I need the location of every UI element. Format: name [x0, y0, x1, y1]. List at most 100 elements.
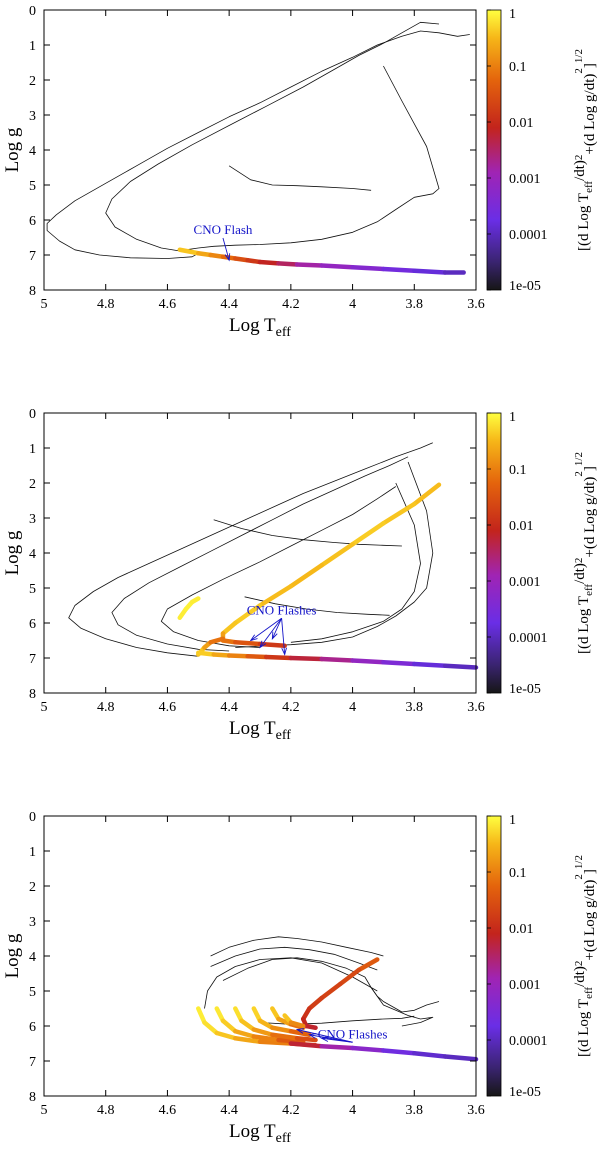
series-bright-track-4	[233, 1006, 318, 1043]
series-segment	[208, 636, 226, 645]
y-tick-label: 8	[29, 284, 36, 299]
colorbar-tick-label: 0.001	[509, 575, 541, 590]
series-segment	[319, 263, 355, 270]
y-axis-label: Log g	[2, 127, 23, 172]
series-segment	[319, 542, 355, 568]
y-tick-label: 1	[29, 39, 36, 54]
series-segment	[276, 1037, 306, 1044]
series-segment	[319, 656, 355, 663]
colorbar: 1 0.1 0.01 0.001 0.0001 1e-05 [(d Log Teff/dt)…	[486, 813, 598, 1100]
colorbar: 1 0.1 0.01 0.001 0.0001 1e-05 [(d Log Teff/dt)…	[486, 410, 598, 697]
y-tick-label: 1	[29, 442, 36, 457]
colorbar-scale	[486, 815, 502, 1097]
x-tick-label: 4.8	[97, 297, 115, 312]
x-tick-label: 4.2	[282, 297, 300, 312]
annotation-arrowhead	[271, 631, 278, 640]
y-tick-label: 6	[29, 1020, 36, 1035]
x-tick-label: 4	[349, 700, 356, 715]
colorbar-tick-label: 0.0001	[509, 1034, 548, 1049]
series-segment	[233, 1036, 263, 1044]
series-track-3	[182, 65, 440, 254]
series-segment	[233, 640, 263, 647]
annotation-arrow	[321, 1037, 353, 1043]
x-tick-label: 5	[41, 297, 48, 312]
series-segment	[220, 1018, 238, 1034]
annotation-label: CNO Flash	[194, 222, 253, 237]
chart-panel-1: 5 4.8 4.6 4.4 4.2 4 3.8 3.6 0 1 2 3 4 5 6 7 8 Log Teff Log…	[2, 4, 598, 340]
y-tick-label: 0	[29, 407, 36, 422]
annotation-label: CNO Flashes	[247, 602, 317, 617]
y-tick-label: 2	[29, 74, 36, 89]
series-segment	[270, 1032, 300, 1041]
x-axis-label: Log Teff	[229, 1121, 291, 1146]
series-segment	[202, 1020, 220, 1036]
series-segment	[304, 1023, 318, 1030]
colorbar-tick-label: 0.01	[509, 116, 534, 131]
series-cooling	[177, 247, 466, 275]
colorbar-tick-label: 1	[509, 410, 516, 425]
x-tick-label: 3.6	[467, 700, 485, 715]
series-segment	[233, 603, 263, 626]
colorbar-tick-label: 0.01	[509, 519, 534, 534]
y-tick-label: 7	[29, 249, 36, 264]
series-segment	[177, 247, 201, 256]
y-tick-label: 4	[29, 950, 36, 965]
x-tick-label: 4.6	[159, 1103, 177, 1118]
colorbar-tick-label: 0.1	[509, 60, 527, 75]
y-tick-label: 5	[29, 582, 36, 597]
series-segment	[294, 1036, 318, 1043]
y-tick-label: 0	[29, 4, 36, 19]
annotation-arrow	[250, 617, 282, 641]
series-track-6	[370, 987, 434, 1027]
colorbar: 1 0.1 0.01 0.001 0.0001 1e-05 [(d Log Teff/dt)…	[486, 7, 598, 294]
series-bright-track	[220, 482, 442, 648]
series-segment	[412, 661, 448, 668]
x-tick-label: 4.6	[159, 700, 177, 715]
series-segment	[412, 1051, 448, 1059]
series-segment	[350, 521, 386, 547]
series-segment	[288, 563, 324, 589]
x-tick-label: 4	[349, 297, 356, 312]
y-tick-label: 5	[29, 985, 36, 1000]
x-tick-label: 5	[41, 1103, 48, 1118]
series-bright-track-7	[282, 1013, 306, 1029]
x-tick-label: 3.6	[467, 297, 485, 312]
series-segment	[196, 650, 216, 657]
series-segment	[251, 1027, 275, 1037]
series-bright-track	[300, 957, 380, 1030]
x-tick-label: 4	[349, 1103, 356, 1118]
colorbar-scale	[486, 9, 502, 291]
series-segment	[319, 981, 343, 1001]
y-tick-label: 8	[29, 1090, 36, 1105]
x-tick-label: 4.8	[97, 1103, 115, 1118]
x-tick-label: 4.4	[220, 1103, 238, 1118]
colorbar-tick-label: 0.001	[509, 172, 541, 187]
annotation-arrow	[259, 617, 282, 648]
series-segment	[356, 957, 380, 973]
colorbar-tick-label: 0.1	[509, 866, 527, 881]
series-segment	[257, 1018, 275, 1030]
plot-frame	[43, 412, 477, 694]
series-bright-track-5	[251, 1006, 312, 1037]
series-segment	[239, 1018, 257, 1032]
colorbar-tick-label: 0.001	[509, 978, 541, 993]
annotation-arrowhead	[320, 1036, 329, 1042]
series-bright-track-3	[214, 1006, 306, 1044]
series-track-4	[228, 165, 372, 191]
series-segment	[214, 1030, 238, 1041]
series-segment	[288, 1029, 312, 1037]
series-bright-track-2	[177, 596, 201, 620]
y-tick-label: 0	[29, 810, 36, 825]
series-track	[46, 30, 470, 259]
series-track-3	[160, 486, 397, 648]
series-track-3	[222, 957, 366, 981]
series-segment	[412, 482, 442, 507]
series-segment	[350, 1045, 386, 1053]
x-tick-label: 5	[41, 700, 48, 715]
y-tick-label: 7	[29, 1055, 36, 1070]
y-tick-label: 6	[29, 214, 36, 229]
x-axis-label: Log Teff	[229, 718, 291, 743]
y-axis-label: Log g	[2, 530, 23, 575]
series-segment	[319, 1044, 355, 1051]
series-track-6	[213, 519, 402, 547]
